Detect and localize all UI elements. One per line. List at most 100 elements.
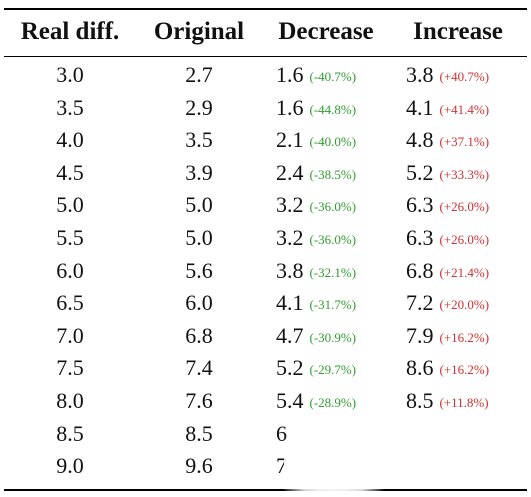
- header-increase: Increase: [413, 18, 503, 45]
- decrease-percent: (-32.1%): [309, 264, 357, 280]
- cell-original: 5.0: [185, 224, 213, 250]
- increase-value: 3.8: [406, 62, 434, 87]
- cell-decrease: 3.2 (-36.0%): [276, 189, 394, 222]
- increase-value: 8.6: [406, 355, 434, 381]
- cell-decrease: 1.6 (-44.8%): [276, 92, 394, 125]
- increase-value: 8.5: [406, 387, 434, 413]
- decrease-percent: (-31.7%): [309, 297, 357, 313]
- decrease-value: 2.4: [276, 159, 304, 185]
- decrease-value: 7: [276, 453, 287, 479]
- decrease-value: 4.7: [276, 322, 304, 348]
- table-row: 8.5 8.5 6: [0, 418, 531, 451]
- cell-decrease: 5.2 (-29.7%): [276, 352, 394, 385]
- increase-value: 5.2: [406, 159, 434, 185]
- cell-increase: 6.3 (+26.0%): [406, 222, 530, 255]
- cell-decrease: 4.7 (-30.9%): [276, 320, 394, 353]
- decrease-percent: (-40.7%): [309, 69, 357, 84]
- header-real-diff: Real diff.: [20, 18, 120, 45]
- decrease-value: 1.6: [276, 62, 304, 87]
- cell-real-diff: 8.5: [56, 420, 84, 446]
- decrease-value: 4.1: [276, 290, 304, 316]
- cell-real-diff: 3.5: [56, 94, 84, 120]
- decrease-percent: (-40.0%): [309, 134, 357, 150]
- cell-original: 8.5: [185, 420, 213, 446]
- table-row: 7.0 6.8 4.7 (-30.9%) 7.9 (+16.2%): [0, 320, 531, 353]
- cell-decrease: 2.4 (-38.5%): [276, 157, 394, 190]
- table-top-rule: [4, 8, 527, 10]
- cell-real-diff: 4.0: [56, 127, 84, 153]
- table-row: 7.5 7.4 5.2 (-29.7%) 8.6 (+16.2%): [0, 352, 531, 385]
- table-row: 4.0 3.5 2.1 (-40.0%) 4.8 (+37.1%): [0, 124, 531, 157]
- increase-percent: (+33.3%): [439, 166, 490, 182]
- decrease-value: 3.2: [276, 224, 304, 250]
- increase-percent: (+40.7%): [439, 69, 490, 84]
- decrease-percent: (-30.9%): [309, 329, 357, 345]
- cell-increase: [406, 450, 530, 483]
- cell-original: 3.9: [185, 159, 213, 185]
- cell-increase: 3.8 (+40.7%): [406, 59, 530, 92]
- table-row: 6.5 6.0 4.1 (-31.7%) 7.2 (+20.0%): [0, 287, 531, 320]
- decrease-value: 5.4: [276, 387, 304, 413]
- cell-real-diff: 6.5: [56, 290, 84, 316]
- increase-percent: (+16.2%): [439, 362, 490, 378]
- cell-real-diff: 5.5: [56, 224, 84, 250]
- cell-increase: 7.2 (+20.0%): [406, 287, 530, 320]
- header-decrease: Decrease: [278, 18, 374, 45]
- cell-real-diff: 7.5: [56, 355, 84, 381]
- increase-percent: (+16.2%): [439, 329, 490, 345]
- cell-increase: 6.8 (+21.4%): [406, 255, 530, 288]
- cell-original: 6.8: [185, 322, 213, 348]
- cell-increase: 4.8 (+37.1%): [406, 124, 530, 157]
- cell-increase: 5.2 (+33.3%): [406, 157, 530, 190]
- table-bottom-rule: [4, 489, 527, 491]
- cell-increase: 6.3 (+26.0%): [406, 189, 530, 222]
- decrease-value: 3.8: [276, 257, 304, 283]
- cell-real-diff: 9.0: [56, 453, 84, 479]
- table-row: 6.0 5.6 3.8 (-32.1%) 6.8 (+21.4%): [0, 255, 531, 288]
- cell-increase: 4.1 (+41.4%): [406, 92, 530, 125]
- increase-value: 6.8: [406, 257, 434, 283]
- cell-original: 2.9: [185, 94, 213, 120]
- decrease-value: 1.6: [276, 94, 304, 120]
- cell-original: 7.4: [185, 355, 213, 381]
- cell-increase: 8.6 (+16.2%): [406, 352, 530, 385]
- table-row: 9.0 9.6 7: [0, 450, 531, 483]
- decrease-percent: (-28.9%): [309, 394, 357, 410]
- decrease-value: 2.1: [276, 127, 304, 153]
- cell-increase: 8.5 (+11.8%): [406, 385, 530, 418]
- cell-real-diff: 5.0: [56, 192, 84, 218]
- increase-percent: (+20.0%): [439, 297, 490, 313]
- cell-real-diff: 3.0: [56, 62, 84, 87]
- cell-real-diff: 4.5: [56, 159, 84, 185]
- decrease-percent: (-36.0%): [309, 199, 357, 215]
- decrease-percent: (-36.0%): [309, 231, 357, 247]
- decrease-percent: (-44.8%): [309, 101, 357, 117]
- cell-decrease: 1.6 (-40.7%): [276, 59, 394, 92]
- decrease-percent: (-38.5%): [309, 166, 357, 182]
- cell-increase: [406, 418, 530, 451]
- cell-real-diff: 6.0: [56, 257, 84, 283]
- increase-percent: (+37.1%): [439, 134, 490, 150]
- cell-original: 5.0: [185, 192, 213, 218]
- cell-decrease: 2.1 (-40.0%): [276, 124, 394, 157]
- increase-percent: (+21.4%): [439, 264, 490, 280]
- cell-real-diff: 7.0: [56, 322, 84, 348]
- header-original: Original: [153, 18, 245, 45]
- increase-percent: (+26.0%): [439, 231, 490, 247]
- increase-value: 4.1: [406, 94, 434, 120]
- cell-decrease: 6: [276, 418, 394, 451]
- cell-original: 7.6: [185, 387, 213, 413]
- cell-decrease: 3.2 (-36.0%): [276, 222, 394, 255]
- decrease-value: 6: [276, 420, 287, 446]
- table-row: 8.0 7.6 5.4 (-28.9%) 8.5 (+11.8%): [0, 385, 531, 418]
- cell-decrease: 5.4 (-28.9%): [276, 385, 394, 418]
- cell-original: 3.5: [185, 127, 213, 153]
- increase-percent: (+26.0%): [439, 199, 490, 215]
- table-header-rule: [4, 56, 527, 57]
- table-row: 3.0 2.7 1.6 (-40.7%) 3.8 (+40.7%): [0, 59, 531, 92]
- increase-value: 6.3: [406, 192, 434, 218]
- increase-value: 7.9: [406, 322, 434, 348]
- cell-real-diff: 8.0: [56, 387, 84, 413]
- table-row: 5.0 5.0 3.2 (-36.0%) 6.3 (+26.0%): [0, 189, 531, 222]
- decrease-value: 3.2: [276, 192, 304, 218]
